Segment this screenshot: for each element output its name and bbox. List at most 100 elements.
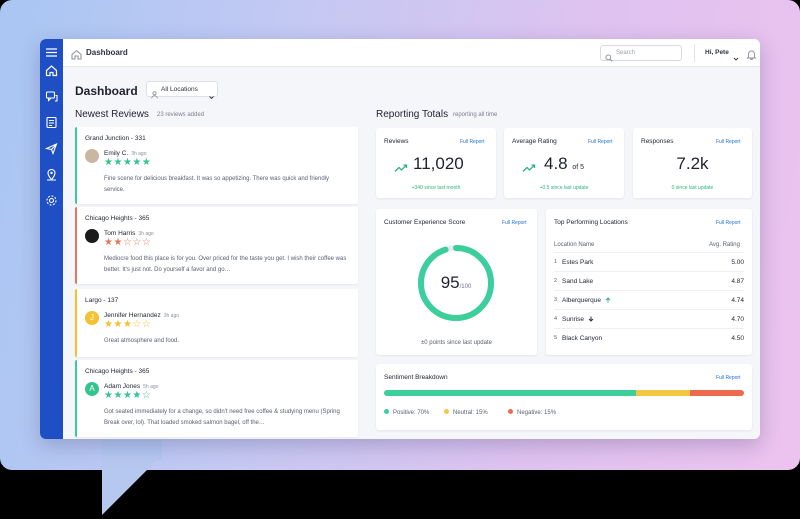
bell-icon[interactable] [746,47,757,60]
card-title: Sentiment Breakdown [384,374,448,381]
location-name-text: Sand Lake [562,278,594,285]
cx-score-gauge [418,245,494,321]
card-title: Responses [641,138,674,145]
column-header-location: Location Name [554,242,595,248]
star-rating: ★★★★☆ [104,391,151,401]
topbar: Dashboard Search Hi, Pete [63,39,760,67]
legend-item: Neutral: 15% [444,409,488,416]
star-icon: ☆ [141,237,152,248]
table-row[interactable]: 1 Estes Park 5.00 [554,252,744,271]
table-row[interactable]: 4 Sunrise 4.70 [554,309,744,328]
send-icon[interactable] [45,142,58,155]
review-text: Fine scene for delicious breakfast. It w… [104,176,330,193]
star-rating: ★★★★★ [104,158,151,168]
reports-icon[interactable] [45,116,58,129]
review-text: Great atmosphere and food. [104,338,180,344]
avatar: J [85,311,99,325]
rank: 1 [554,259,558,265]
legend-label: Positive: 70% [393,410,430,416]
rank: 5 [554,335,558,341]
reviews-total-change: +340 since last month [411,185,461,191]
rank: 3 [554,297,558,303]
legend-dot [384,409,389,414]
review-card[interactable]: Chicago Heights - 365 Tom Harris 3h ago ★★☆… [75,207,358,284]
full-report-link[interactable]: Full Report [460,139,485,145]
legend-item: Positive: 70% [384,409,429,416]
review-text: Mediocre food this place is for you. Ove… [104,256,347,273]
star-icon: ★ [132,390,142,401]
reviewer-name-text: Emily C. [104,150,129,157]
star-icon: ★ [141,157,152,168]
card-title: Reviews [384,138,409,145]
review-location: Largo - 137 [85,297,119,304]
location-name: Sand Lake [562,278,593,285]
full-report-link[interactable]: Full Report [716,139,741,145]
review-location: Chicago Heights - 365 [85,215,150,222]
settings-icon[interactable] [45,194,58,207]
star-icon: ☆ [141,390,152,401]
home-icon[interactable] [45,64,58,77]
speech-tail-point [102,455,162,515]
reporting-heading: Reporting Totals [376,109,449,120]
star-icon: ★ [104,237,114,248]
sentiment-bar [384,390,744,396]
average-rating-value: 4.8 of 5 [544,154,584,174]
table-row[interactable]: 3 Alberquerque 4.74 [554,290,744,309]
location-name: Alberquerque [562,297,611,304]
table-row[interactable]: 2 Sand Lake 4.87 [554,271,744,290]
review-card[interactable]: Chicago Heights - 365 A Adam Jones 5h ago ★★… [75,360,358,437]
location-rating: 5.00 [731,259,744,266]
card-title: Average Rating [512,138,557,145]
sidebar [40,39,63,439]
column-header-rating: Avg. Rating [709,242,740,248]
search-input[interactable]: Search [600,45,682,62]
sentiment-segment [384,390,636,396]
sentiment-segment [690,390,744,396]
reviewer-name-text: Tom Harris [104,230,136,237]
review-text: Got seated immediately for a change, so … [104,409,340,426]
star-rating: ★★☆☆☆ [104,238,151,248]
home-icon[interactable] [71,47,82,60]
table-row[interactable]: 5 Black Canyon 4.50 [554,328,744,347]
review-card[interactable]: Grand Junction - 331 Emily C. 3h ago ★★★★★ F… [75,127,358,204]
cx-score-value: 95/100 [376,273,536,293]
reviewer-name-text: Jennifer Hernandez [104,312,161,319]
topbar-divider [694,44,695,62]
reporting-subtitle: reporting all time [453,112,498,118]
average-rating-card: Average Rating Full Report 4.8 of 5 +0.5… [504,128,624,198]
full-report-link[interactable]: Full Report [588,139,613,145]
user-greeting[interactable]: Hi, Pete [705,49,729,56]
chevron-down-icon[interactable] [733,49,739,61]
location-rating: 4.74 [731,297,744,304]
reviews-icon[interactable] [45,90,58,103]
responses-card: Responses Full Report 7.2k 0 since last … [633,128,752,198]
location-name: Sunrise [562,316,594,323]
rating-of-label: of 5 [572,164,585,171]
reviewer-name-text: Adam Jones [104,383,141,390]
full-report-link[interactable]: Full Report [716,375,741,381]
reviews-total-value: 11,020 [413,154,464,173]
reviewer-name: Adam Jones 5h ago [104,383,158,390]
trend-up-icon [394,160,408,172]
star-icon: ★ [104,157,114,168]
review-location: Chicago Heights - 365 [85,368,150,375]
legend-label: Negative: 15% [517,410,557,416]
location-rating: 4.70 [731,316,744,323]
top-locations-card: Top Performing Locations Full Report Loc… [546,209,752,355]
review-card[interactable]: Largo - 137 J Jennifer Hernandez 3h ago ★★★☆… [75,289,358,357]
star-icon: ☆ [141,319,152,330]
location-icon[interactable] [45,168,58,181]
rank: 2 [554,278,558,284]
page-title: Dashboard [75,84,138,98]
location-filter-select[interactable]: All Locations [146,81,218,100]
sentiment-segment [636,390,690,396]
star-icon: ★ [104,390,114,401]
location-name: Black Canyon [562,335,602,342]
menu-icon[interactable] [45,46,58,59]
review-time: 3h ago [163,313,180,319]
star-icon: ★ [113,157,123,168]
full-report-link[interactable]: Full Report [716,220,741,226]
trend-up-icon [522,160,536,172]
star-icon: ☆ [132,319,142,330]
full-report-link[interactable]: Full Report [502,220,527,226]
